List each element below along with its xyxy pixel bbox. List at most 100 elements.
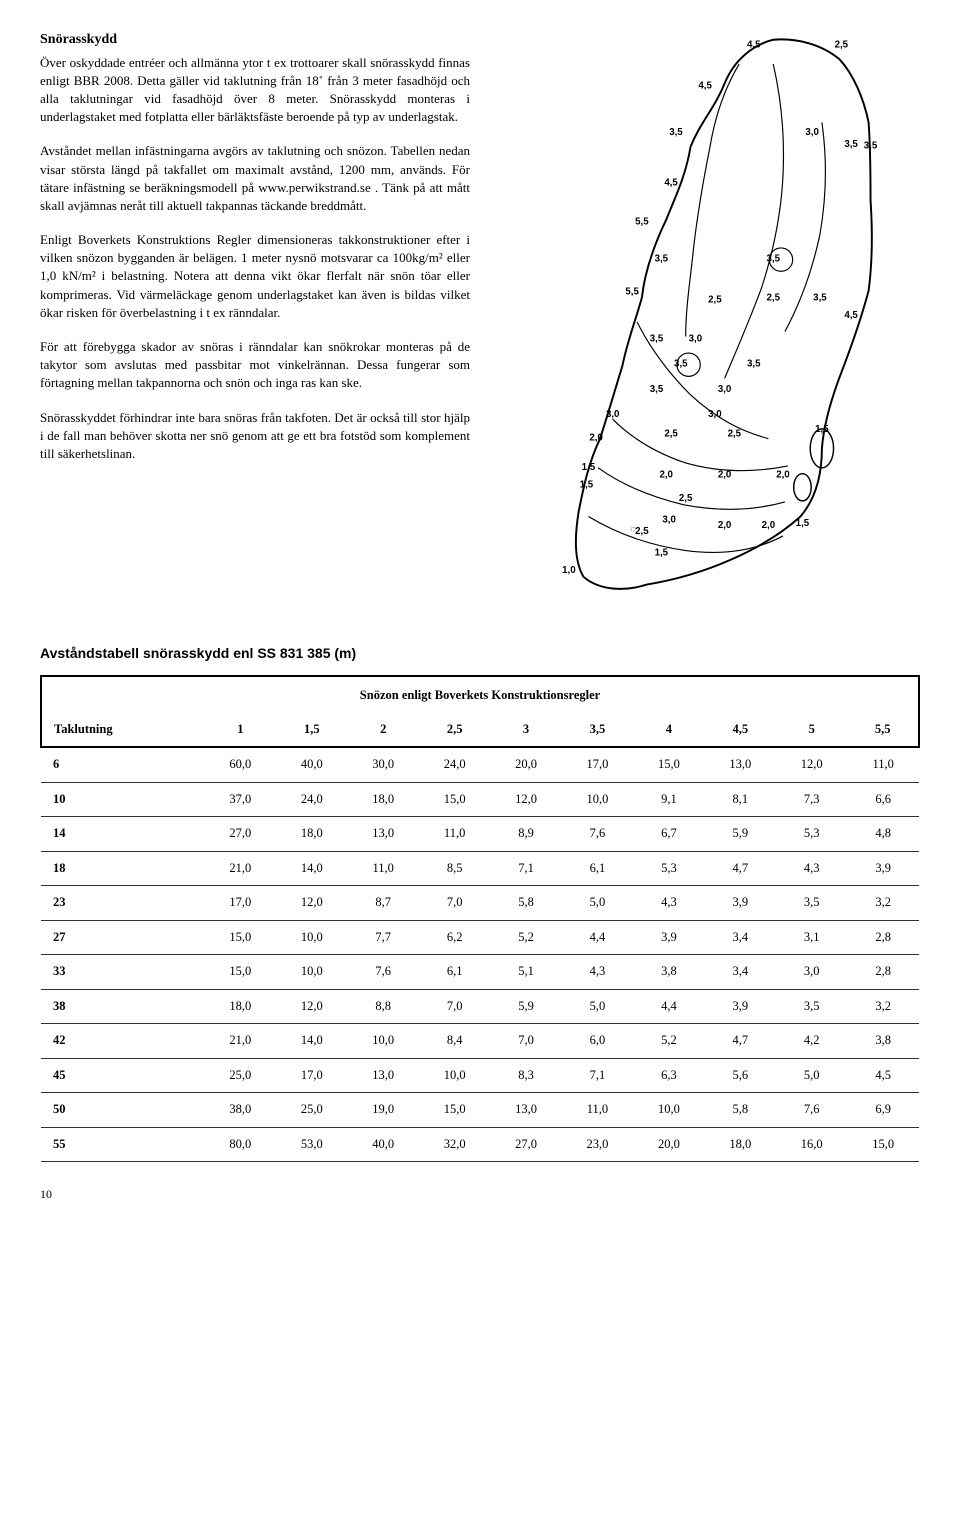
table-cell-tilt: 10 [41, 782, 205, 817]
table-cell-tilt: 18 [41, 851, 205, 886]
table-cell: 13,0 [705, 747, 776, 782]
table-cell: 16,0 [776, 1127, 847, 1162]
table-cell: 4,8 [847, 817, 919, 852]
table-cell: 18,0 [705, 1127, 776, 1162]
table-col-tilt: Taklutning [41, 713, 205, 748]
table-row: 4525,017,013,010,08,37,16,35,65,04,5 [41, 1058, 919, 1093]
table-cell-tilt: 6 [41, 747, 205, 782]
table-cell: 3,9 [705, 886, 776, 921]
table-cell: 3,9 [705, 989, 776, 1024]
table-cell: 12,0 [276, 886, 347, 921]
map-zone-label: 5,5 [625, 287, 639, 298]
table-cell: 27,0 [490, 1127, 561, 1162]
map-zone-label: 2,5 [766, 292, 780, 303]
table-cell-tilt: 33 [41, 955, 205, 990]
map-zone-label: 1,5 [796, 518, 810, 529]
table-cell: 10,0 [633, 1093, 704, 1128]
table-cell: 6,7 [633, 817, 704, 852]
map-zone-label: 2,0 [776, 470, 790, 481]
table-cell: 18,0 [205, 989, 276, 1024]
table-cell: 8,8 [348, 989, 419, 1024]
table-cell: 11,0 [348, 851, 419, 886]
paragraph: Över oskyddade entréer och allmänna ytor… [40, 54, 470, 127]
table-cell: 18,0 [276, 817, 347, 852]
table-cell: 30,0 [348, 747, 419, 782]
map-zone-label: 2,5 [708, 294, 722, 305]
table-cell: 10,0 [276, 920, 347, 955]
map-zone-label: 1,5 [655, 547, 669, 558]
table-cell-tilt: 55 [41, 1127, 205, 1162]
map-zone-label: 2,5 [728, 429, 742, 440]
table-col-zone: 1 [205, 713, 276, 748]
table-col-zone: 4,5 [705, 713, 776, 748]
table-col-zone: 5 [776, 713, 847, 748]
table-cell: 19,0 [348, 1093, 419, 1128]
table-cell: 4,7 [705, 1024, 776, 1059]
table-cell: 3,4 [705, 920, 776, 955]
table-cell: 5,8 [705, 1093, 776, 1128]
paragraph: För att förebygga skador av snöras i rän… [40, 338, 470, 393]
table-cell: 5,9 [490, 989, 561, 1024]
table-super-header: Snözon enligt Boverkets Konstruktionsreg… [41, 676, 919, 713]
table-cell: 60,0 [205, 747, 276, 782]
table-cell-tilt: 45 [41, 1058, 205, 1093]
table-cell: 5,8 [490, 886, 561, 921]
table-cell: 3,2 [847, 886, 919, 921]
table-cell: 7,6 [776, 1093, 847, 1128]
map-zone-label: 3,0 [606, 409, 620, 420]
map-zone-label: 3,5 [844, 139, 858, 150]
table-cell: 7,1 [490, 851, 561, 886]
map-zone-label: 2,0 [718, 470, 732, 481]
table-cell: 2,8 [847, 955, 919, 990]
table-cell: 24,0 [276, 782, 347, 817]
table-cell: 3,2 [847, 989, 919, 1024]
table-cell: 15,0 [419, 782, 490, 817]
table-row: 2715,010,07,76,25,24,43,93,43,12,8 [41, 920, 919, 955]
map-zone-label: 2,0 [762, 520, 776, 531]
map-zone-label: 3,0 [805, 127, 819, 138]
table-cell: 37,0 [205, 782, 276, 817]
table-cell: 6,2 [419, 920, 490, 955]
table-cell: 8,7 [348, 886, 419, 921]
map-zone-label: 2,5 [679, 493, 693, 504]
table-col-zone: 5,5 [847, 713, 919, 748]
table-cell: 40,0 [276, 747, 347, 782]
table-cell: 7,6 [562, 817, 633, 852]
table-cell: 25,0 [276, 1093, 347, 1128]
table-cell: 38,0 [205, 1093, 276, 1128]
table-cell: 4,3 [562, 955, 633, 990]
table-cell: 11,0 [847, 747, 919, 782]
table-cell: 3,4 [705, 955, 776, 990]
table-cell: 6,1 [419, 955, 490, 990]
table-cell: 5,1 [490, 955, 561, 990]
table-cell: 3,9 [633, 920, 704, 955]
table-cell: 53,0 [276, 1127, 347, 1162]
table-cell: 12,0 [776, 747, 847, 782]
map-zone-label: 3,5 [669, 127, 683, 138]
table-cell: 11,0 [419, 817, 490, 852]
table-cell: 4,5 [847, 1058, 919, 1093]
table-cell: 20,0 [633, 1127, 704, 1162]
table-cell: 21,0 [205, 851, 276, 886]
map-zone-label: 3,5 [747, 359, 761, 370]
table-title: Avståndstabell snörasskydd enl SS 831 38… [40, 644, 920, 664]
table-cell: 4,7 [705, 851, 776, 886]
paragraph: Snörasskyddet förhindrar inte bara snöra… [40, 409, 470, 464]
map-zone-label: 2,0 [589, 433, 603, 444]
table-cell-tilt: 27 [41, 920, 205, 955]
table-cell: 3,8 [847, 1024, 919, 1059]
table-cell: 17,0 [205, 886, 276, 921]
table-cell: 8,5 [419, 851, 490, 886]
table-cell: 18,0 [348, 782, 419, 817]
table-cell: 17,0 [276, 1058, 347, 1093]
paragraph: Avståndet mellan infästningarna avgörs a… [40, 142, 470, 215]
table-cell: 2,8 [847, 920, 919, 955]
table-cell: 15,0 [633, 747, 704, 782]
table-row: 660,040,030,024,020,017,015,013,012,011,… [41, 747, 919, 782]
table-cell-tilt: 50 [41, 1093, 205, 1128]
table-cell: 6,9 [847, 1093, 919, 1128]
table-cell: 3,5 [776, 886, 847, 921]
table-cell: 3,8 [633, 955, 704, 990]
table-cell: 5,0 [776, 1058, 847, 1093]
map-zone-label: 3,5 [655, 254, 669, 265]
